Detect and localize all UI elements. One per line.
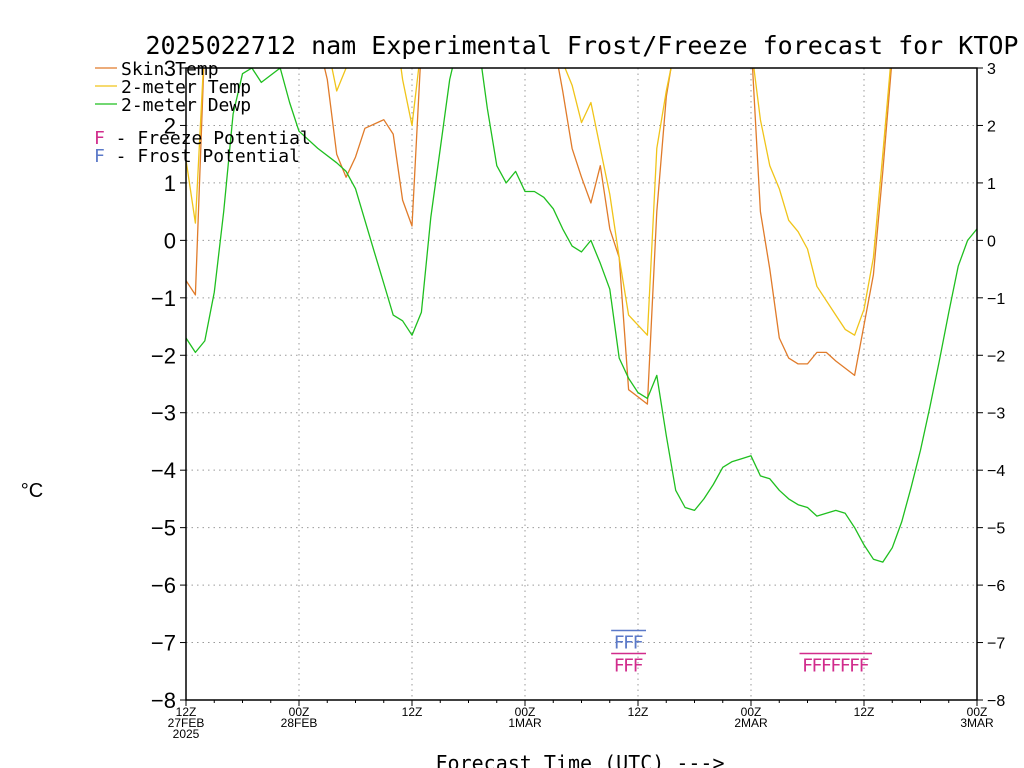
potential-marker-freeze: F bbox=[614, 656, 625, 677]
x-tick-label: 1MAR bbox=[508, 716, 542, 730]
series-line-2-meter-temp bbox=[186, 68, 891, 336]
plot-frame bbox=[185, 67, 978, 701]
legend-label: F - Frost Potential bbox=[94, 146, 300, 167]
y-tick-label-left: 2 bbox=[164, 113, 176, 138]
y-tick-label-left: 0 bbox=[164, 228, 176, 253]
potential-marker-freeze: F bbox=[859, 656, 870, 677]
y-tick-label-right: 2 bbox=[987, 118, 996, 135]
y-tick-label-left: −4 bbox=[151, 458, 176, 483]
y-axis-label: °C bbox=[21, 480, 43, 502]
x-tick-label: 00Z bbox=[967, 705, 988, 719]
x-tick-label: 3MAR bbox=[960, 716, 994, 730]
x-tick-label: 12Z bbox=[854, 705, 875, 719]
x-tick-label: 27FEB bbox=[168, 716, 205, 730]
potential-marker-frost: F bbox=[623, 633, 634, 654]
potential-marker-freeze: F bbox=[633, 656, 644, 677]
y-tick-label-left: −1 bbox=[151, 286, 176, 311]
y-tick-label-right: −2 bbox=[987, 348, 1005, 365]
series-line-2-meter-dewp bbox=[186, 68, 977, 563]
potential-marker-freeze: F bbox=[821, 656, 832, 677]
x-tick-label: 12Z bbox=[402, 705, 423, 719]
y-tick-label-right: 1 bbox=[987, 176, 996, 193]
x-tick-label: 2025 bbox=[173, 727, 200, 741]
potential-marker-freeze: F bbox=[849, 656, 860, 677]
y-tick-label-right: −6 bbox=[987, 578, 1005, 595]
legend-label: 2-meter Temp bbox=[121, 77, 251, 98]
y-tick-label-left: −7 bbox=[151, 631, 176, 656]
potential-marker-freeze: F bbox=[840, 656, 851, 677]
grid-lines bbox=[186, 68, 977, 700]
y-tick-label-left: 1 bbox=[164, 171, 176, 196]
potential-marker-freeze: F bbox=[623, 656, 634, 677]
x-tick-label: 00Z bbox=[289, 705, 310, 719]
potential-marker-frost: F bbox=[633, 633, 644, 654]
axis-ticks: 3 3 2 2 1 1 0 0 −1 −1 −2 −2 −3 −3 −4 −4 −5 −5 −6 −6 −7 −7 −8 −8… bbox=[151, 56, 1005, 741]
chart-title: 2025022712 nam Experimental Frost/Freeze… bbox=[146, 31, 1019, 60]
x-tick-label: 12Z bbox=[628, 705, 649, 719]
y-tick-label-right: −8 bbox=[987, 693, 1005, 710]
x-tick-label: 28FEB bbox=[281, 716, 318, 730]
y-tick-label-left: −3 bbox=[151, 401, 176, 426]
y-tick-label-right: −3 bbox=[987, 406, 1005, 423]
series-line-skin-temp bbox=[186, 68, 893, 405]
y-tick-label-left: −5 bbox=[151, 516, 176, 541]
potential-marker-freeze: F bbox=[830, 656, 841, 677]
legend-label: F - Freeze Potential bbox=[94, 128, 311, 149]
potential-marker-freeze: F bbox=[802, 656, 813, 677]
y-tick-label-right: −7 bbox=[987, 636, 1005, 653]
y-tick-label-left: −2 bbox=[151, 343, 176, 368]
x-tick-label: 00Z bbox=[515, 705, 536, 719]
y-tick-label-right: −4 bbox=[987, 463, 1005, 480]
potential-marker-frost: F bbox=[614, 633, 625, 654]
y-tick-label-right: 0 bbox=[987, 233, 996, 250]
x-tick-label: 12Z bbox=[176, 705, 197, 719]
y-tick-label-right: −1 bbox=[987, 291, 1005, 308]
x-tick-label: 2MAR bbox=[734, 716, 768, 730]
potential-marker-freeze: F bbox=[811, 656, 822, 677]
y-tick-label-right: −5 bbox=[987, 521, 1005, 538]
y-tick-label-left: −8 bbox=[151, 688, 176, 713]
y-tick-label-right: 3 bbox=[987, 61, 996, 78]
series-lines bbox=[186, 68, 977, 563]
x-axis-label: Forecast Time (UTC) ---> bbox=[436, 751, 725, 768]
legend-label: 2-meter Dewp bbox=[121, 95, 251, 116]
x-tick-label: 00Z bbox=[741, 705, 762, 719]
y-tick-label-left: −6 bbox=[151, 573, 176, 598]
y-tick-label-left: 3 bbox=[164, 56, 176, 81]
legend-label: Skin Temp bbox=[121, 59, 219, 80]
